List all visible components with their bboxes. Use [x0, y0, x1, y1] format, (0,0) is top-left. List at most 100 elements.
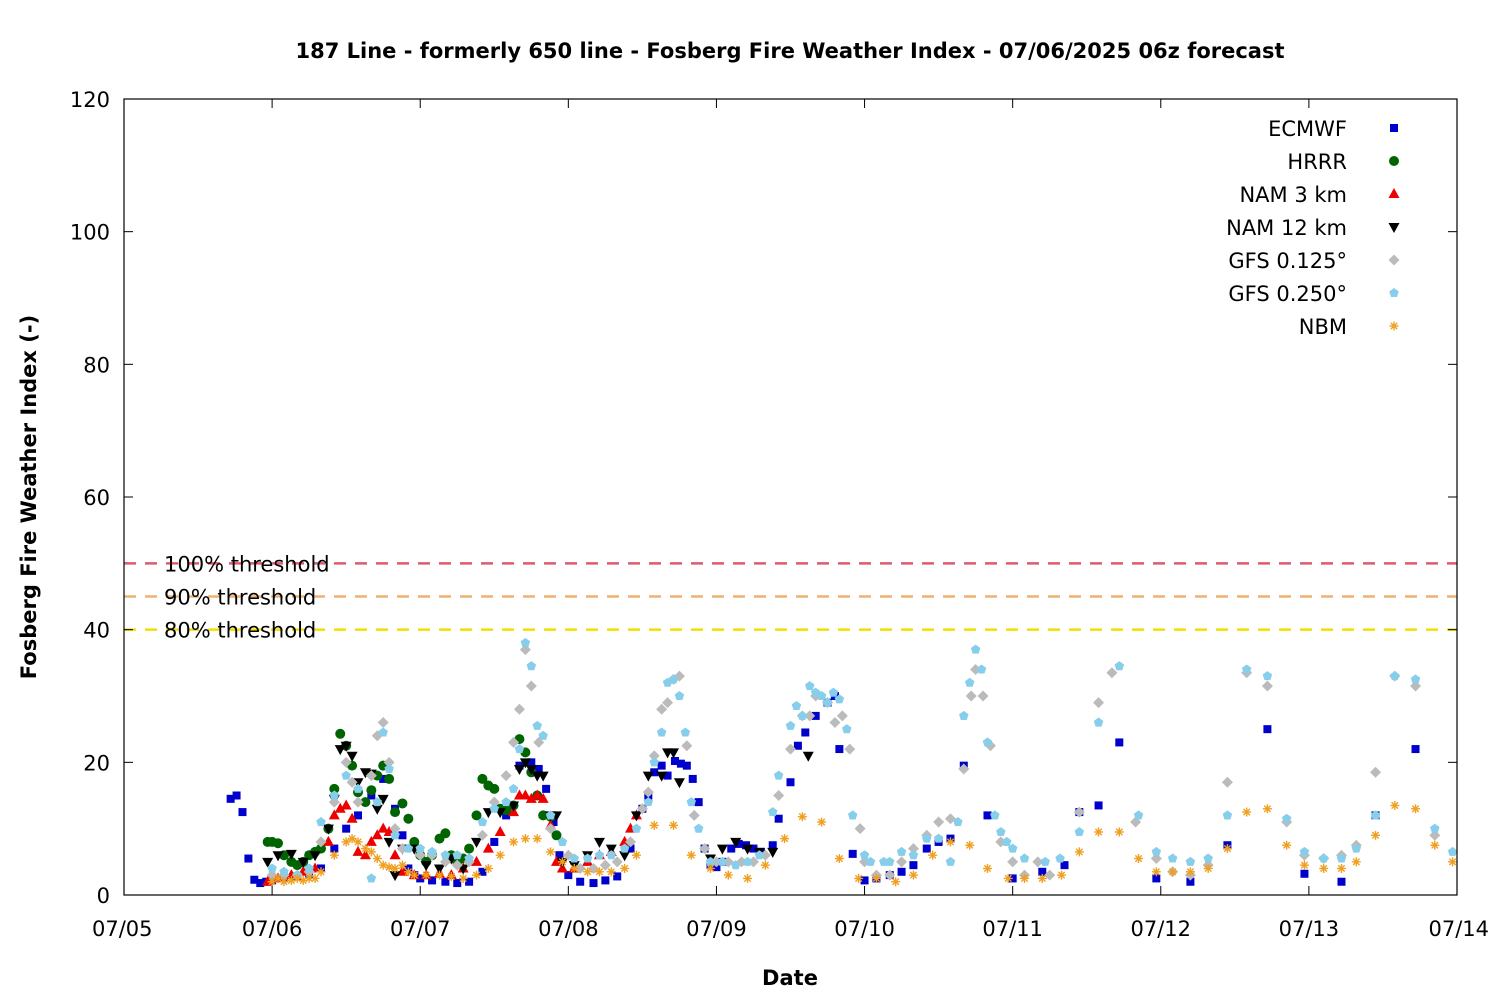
point-ecmwf	[465, 877, 474, 886]
point-nam-12-km	[262, 857, 274, 868]
point-ecmwf	[811, 711, 820, 720]
legend-label-nbm: NBM	[1299, 315, 1347, 339]
legend-marker-nam-3-km	[1388, 188, 1400, 198]
point-gfs-0-250	[538, 730, 548, 740]
point-nbm	[360, 844, 370, 854]
point-gfs-0-250	[1007, 843, 1018, 853]
point-nam-3-km	[377, 822, 389, 833]
point-ecmwf	[688, 774, 697, 783]
point-gfs-0-250	[1262, 671, 1273, 681]
point-gfs-0-250	[526, 661, 537, 671]
point-nam-3-km	[334, 802, 346, 813]
point-nam-12-km	[377, 794, 389, 805]
point-gfs-0-250	[353, 783, 363, 793]
point-nam-12-km	[537, 771, 549, 782]
legend-marker-nam-12-km	[1388, 223, 1400, 233]
point-hrrr	[409, 836, 420, 847]
point-nam-12-km	[513, 764, 525, 775]
point-nbm	[583, 867, 593, 877]
point-gfs-0-250	[976, 664, 987, 674]
point-nam-12-km	[346, 751, 358, 762]
point-gfs-0-250	[1055, 853, 1065, 863]
x-tick-label: 07/09	[686, 917, 747, 941]
point-nbm	[594, 867, 604, 877]
point-hrrr	[335, 728, 346, 739]
threshold-label-90pct-threshold: 90% threshold	[164, 586, 316, 610]
point-nam-12-km	[334, 745, 346, 756]
point-nbm	[706, 863, 716, 873]
point-ecmwf	[564, 871, 573, 880]
point-gfs-0-250	[594, 850, 605, 860]
x-tick-label: 07/06	[242, 917, 303, 941]
point-nam-12-km	[272, 851, 284, 862]
point-ecmwf	[1337, 877, 1346, 886]
point-nbm	[780, 834, 790, 844]
point-nbm	[965, 840, 975, 850]
point-nam-12-km	[605, 844, 617, 855]
point-ecmwf	[549, 818, 558, 827]
point-nbm	[1222, 844, 1232, 854]
point-gfs-0-125	[346, 776, 358, 788]
y-tick-label: 100	[70, 221, 110, 245]
point-ecmwf	[801, 728, 810, 737]
point-gfs-0-250	[964, 677, 975, 687]
point-nbm	[1114, 827, 1124, 837]
point-gfs-0-250	[582, 853, 593, 863]
point-nbm	[1351, 857, 1361, 867]
point-ecmwf	[250, 875, 259, 884]
point-nbm	[760, 860, 770, 870]
point-ecmwf	[694, 798, 703, 807]
point-gfs-0-250	[816, 691, 827, 701]
point-gfs-0-250	[1001, 836, 1012, 846]
point-ecmwf	[774, 814, 783, 823]
point-gfs-0-250	[859, 850, 870, 860]
point-gfs-0-125	[1007, 856, 1019, 868]
point-gfs-0-250	[1336, 853, 1347, 863]
point-nam-12-km	[593, 837, 605, 848]
point-hrrr	[538, 810, 549, 821]
point-ecmwf	[1411, 745, 1420, 754]
chart-title: 187 Line - formerly 650 line - Fosberg F…	[295, 39, 1284, 63]
point-ecmwf	[226, 794, 235, 803]
point-gfs-0-250	[1410, 674, 1421, 684]
point-gfs-0-250	[896, 846, 907, 856]
point-gfs-0-250	[674, 691, 685, 701]
point-ecmwf	[1300, 869, 1309, 878]
point-nbm	[606, 867, 616, 877]
point-ecmwf	[1060, 861, 1069, 870]
point-gfs-0-125	[1370, 766, 1382, 778]
point-nbm	[347, 834, 357, 844]
point-nam-3-km	[352, 845, 364, 856]
point-gfs-0-125	[1106, 667, 1118, 679]
point-ecmwf	[1094, 801, 1103, 810]
point-gfs-0-250	[390, 830, 400, 840]
point-ecmwf	[1038, 867, 1047, 876]
point-gfs-0-125	[648, 750, 660, 762]
point-gfs-0-250	[403, 843, 414, 853]
point-gfs-0-125	[907, 843, 919, 855]
legend-label-gfs-0-250: GFS 0.250°	[1228, 282, 1347, 306]
point-nbm	[353, 837, 363, 847]
point-hrrr	[329, 783, 340, 794]
point-gfs-0-250	[705, 856, 716, 866]
point-gfs-0-250	[884, 856, 895, 866]
point-gfs-0-250	[267, 863, 277, 873]
legend-label-hrrr: HRRR	[1287, 150, 1347, 174]
point-gfs-0-250	[1203, 853, 1213, 863]
point-ecmwf	[527, 758, 536, 767]
point-nbm	[686, 850, 696, 860]
point-gfs-0-250	[606, 850, 617, 860]
point-nbm	[366, 847, 376, 857]
point-nam-3-km	[346, 812, 358, 823]
point-nbm	[532, 834, 542, 844]
point-gfs-0-250	[680, 727, 691, 737]
point-ecmwf	[613, 872, 622, 881]
point-nbm	[1094, 827, 1104, 837]
point-gfs-0-250	[1430, 823, 1440, 833]
point-nam-12-km	[742, 844, 754, 855]
point-nam-12-km	[519, 758, 531, 769]
point-gfs-0-125	[451, 859, 463, 871]
point-nam-3-km	[328, 809, 340, 820]
point-gfs-0-250	[767, 807, 778, 817]
